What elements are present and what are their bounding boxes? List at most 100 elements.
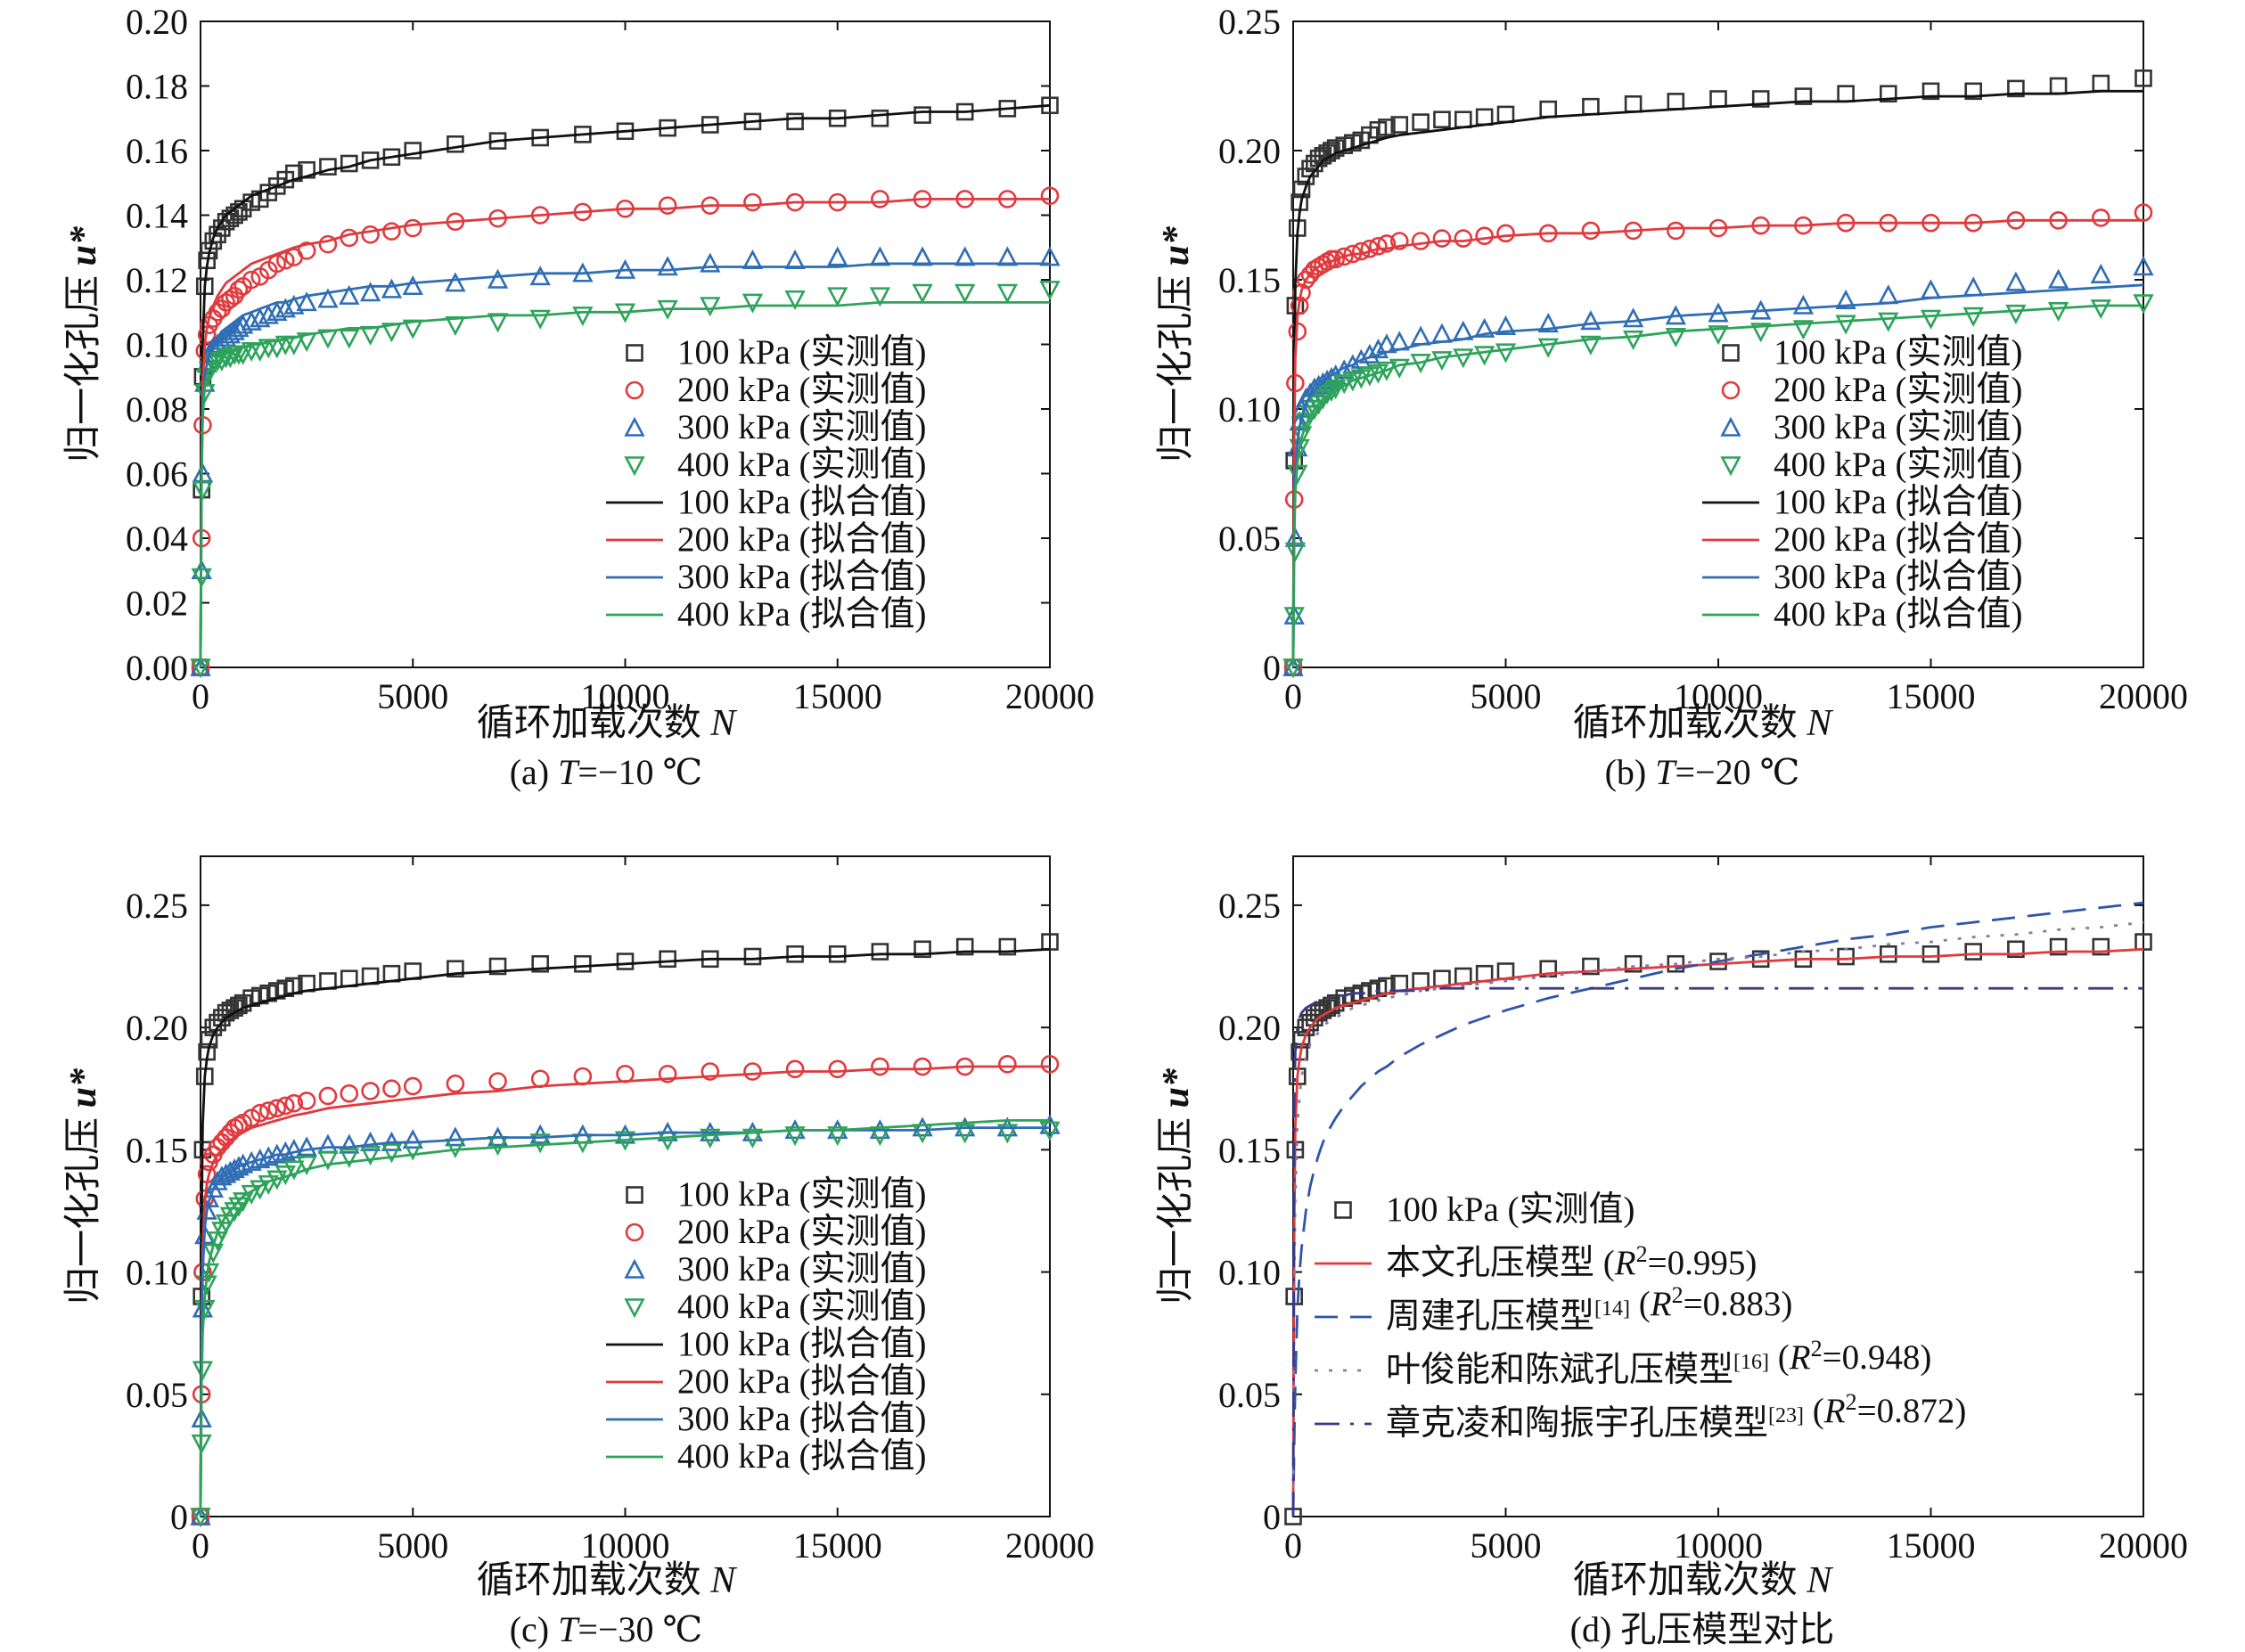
data-point: [317, 1133, 339, 1154]
data-point: [359, 325, 381, 346]
data-point: [1920, 309, 1942, 330]
data-point: [1495, 343, 1517, 364]
series-4: [1291, 986, 2143, 1517]
y-tick-label: 0.02: [126, 584, 188, 624]
y-tick-label: 0.20: [126, 1008, 188, 1048]
y-tick-label: 0.20: [126, 2, 188, 42]
data-point: [1454, 967, 1472, 985]
data-point: [912, 246, 933, 266]
legend-entry: 300 kPa (拟合值): [1774, 558, 2022, 596]
data-point: [446, 1074, 465, 1093]
y-tick-label: 0.10: [126, 325, 188, 365]
x-tick-label: 15000: [793, 676, 882, 716]
series-6: [1291, 283, 2144, 668]
series-6: [199, 262, 1050, 668]
x-tick-label: 10000: [1674, 676, 1763, 716]
data-point: [1837, 947, 1855, 966]
data-point: [1792, 294, 1815, 315]
y-tick-label: 0.10: [1218, 389, 1281, 429]
data-point: [1304, 400, 1325, 421]
y-tick-label: 0.20: [1218, 131, 1281, 171]
data-point: [1473, 346, 1495, 366]
data-point: [296, 291, 317, 312]
data-point: [996, 1124, 1019, 1144]
data-point: [869, 246, 891, 266]
data-point: [403, 1076, 422, 1096]
series-line: [1291, 218, 2143, 668]
data-point: [616, 953, 635, 970]
data-point: [743, 947, 762, 966]
series-line: [1291, 283, 2144, 668]
y-tick-label: 0.08: [126, 389, 188, 429]
data-point: [573, 1067, 593, 1086]
data-point: [381, 1143, 403, 1164]
series-line: [199, 300, 1050, 668]
data-point: [530, 1069, 550, 1089]
data-point: [2133, 294, 2154, 315]
data-point: [1580, 310, 1602, 331]
legend-entry: 本文孔压模型 (R2=0.995): [1386, 1241, 1757, 1282]
data-point: [786, 945, 804, 963]
x-tick-label: 10000: [1674, 1525, 1763, 1566]
data-point: [1039, 1121, 1061, 1141]
legend-entry: 叶俊能和陈斌孔压模型[16] (R2=0.948): [1386, 1336, 1931, 1389]
data-point: [914, 106, 931, 124]
data-point: [1878, 284, 1899, 305]
data-point: [1039, 1114, 1061, 1134]
data-point: [1312, 389, 1334, 410]
data-point: [361, 1082, 380, 1100]
data-point: [1920, 279, 1942, 299]
legend-entry: 100 kPa (拟合值): [1774, 483, 2022, 521]
data-point: [296, 1156, 317, 1176]
data-point: [1709, 90, 1727, 108]
data-point: [283, 1160, 305, 1181]
y-tick-label: 0.18: [126, 67, 188, 107]
legend-entry: 300 kPa (拟合值): [677, 1400, 926, 1438]
x-tick-label: 10000: [581, 676, 670, 716]
legend-entry: 200 kPa (拟合值): [1774, 520, 2022, 559]
data-point: [1622, 330, 1644, 350]
data-point: [1334, 247, 1354, 266]
data-point: [871, 190, 889, 209]
series-4: [199, 947, 1051, 1517]
data-point: [1378, 119, 1396, 136]
series-0: [192, 96, 1059, 676]
legend-entry: 100 kPa (拟合值): [677, 483, 926, 521]
data-point: [1622, 307, 1644, 328]
legend-entry: 周建孔压模型[14] (R2=0.883): [1386, 1282, 1792, 1336]
data-point: [1475, 226, 1494, 246]
data-point: [359, 282, 381, 302]
data-point: [1475, 964, 1494, 983]
legend-entry: 400 kPa (拟合值): [677, 1437, 926, 1476]
x-tick-label: 15000: [793, 1525, 882, 1566]
data-point: [487, 268, 509, 289]
data-point: [1537, 313, 1559, 333]
data-point: [1495, 315, 1517, 336]
panel-caption: (b) T=−20 ℃: [1605, 752, 1800, 792]
data-point: [1453, 348, 1474, 369]
data-point: [2134, 70, 2152, 87]
data-point: [998, 937, 1017, 956]
legend-swatch: [1721, 380, 1741, 400]
y-tick-label: 0.04: [126, 519, 188, 559]
data-point: [2133, 256, 2154, 276]
data-point: [1299, 405, 1321, 426]
series-3: [1291, 920, 2144, 1517]
y-tick-label: 0.10: [126, 1253, 188, 1293]
series-line: [199, 197, 1050, 668]
legend-entry: 100 kPa (实测值): [1386, 1190, 1635, 1229]
data-point: [1292, 283, 1311, 302]
data-point: [319, 158, 337, 176]
data-point: [297, 241, 316, 260]
data-point: [955, 937, 974, 956]
data-point: [447, 960, 464, 978]
data-point: [785, 1059, 805, 1079]
data-point: [402, 274, 423, 296]
data-point: [1389, 232, 1409, 250]
legend-entry: 300 kPa (实测值): [677, 1250, 926, 1288]
data-point: [996, 246, 1019, 266]
data-point: [2049, 77, 2068, 95]
x-tick-label: 5000: [377, 676, 448, 716]
y-tick-label: 0.16: [126, 131, 188, 171]
data-point: [1792, 320, 1815, 340]
